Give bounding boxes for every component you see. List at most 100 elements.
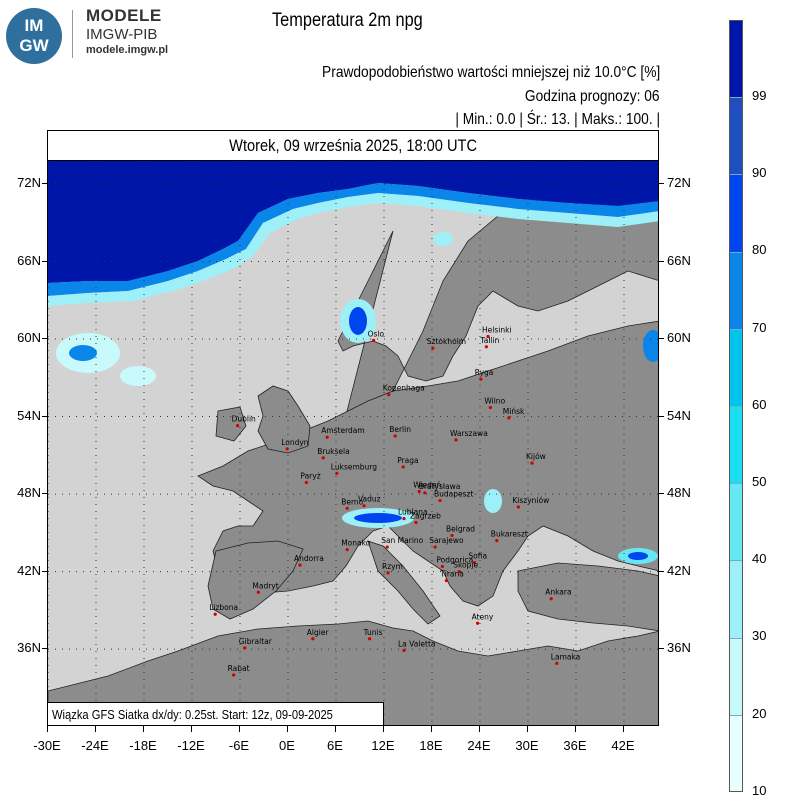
city-marker [256, 590, 260, 594]
model-info: Wiązka GFS Siatka dx/dy: 0.25st. Start: … [52, 706, 333, 722]
city-label: Podgorica [436, 555, 473, 564]
city-marker [311, 637, 315, 641]
lon-tick-mark [191, 726, 192, 732]
lon-tick-label: -6E [228, 738, 250, 753]
city-label: Skopje [453, 561, 478, 570]
city-label: Zagrzeb [410, 512, 441, 521]
lat-tick-mark [42, 648, 47, 650]
valid-date: Wtorek, 09 września 2025, 18:00 UTC [229, 135, 477, 155]
city-label: Monako [341, 539, 370, 548]
atlantic-patch-core [69, 345, 97, 361]
city-marker [213, 612, 217, 616]
city-label: Luksemburg [331, 462, 377, 471]
city-label: Amsterdam [321, 426, 365, 435]
city-marker [549, 597, 553, 601]
lon-tick-mark [479, 726, 480, 732]
city-label: Rzym [382, 562, 403, 571]
land-britain [257, 385, 311, 454]
city-label: Budapeszt [434, 490, 473, 499]
city-label: Paryż [300, 471, 320, 480]
norway-mountains-core [349, 307, 367, 335]
colorbar-segment [729, 483, 743, 561]
lon-tick-mark [575, 726, 576, 732]
arctic-edge-cyan [48, 193, 658, 306]
city-marker [479, 377, 483, 381]
lat-tick-mark [42, 338, 47, 340]
lon-tick-mark [287, 726, 288, 732]
city-label: Belgrad [446, 524, 475, 533]
city-label: Berno [341, 497, 363, 506]
lat-tick-mark [42, 570, 47, 572]
field-stats: | Min.: 0.0 | Śr.: 13. | Maks.: 100. | [455, 111, 660, 128]
city-label: Lizbona [209, 603, 238, 612]
city-label: Tallin [479, 336, 499, 345]
lon-tick-label: 0E [279, 738, 295, 753]
colorbar-label: 30 [752, 628, 767, 644]
imgw-logo [6, 8, 62, 64]
lat-tick-mark [659, 183, 664, 184]
lat-tick-mark [659, 648, 664, 650]
city-label: Tirana [439, 570, 463, 579]
lon-tick-mark [143, 726, 144, 732]
city-marker [472, 560, 476, 565]
lon-tick-label: 42E [611, 738, 635, 753]
city-marker [402, 648, 406, 653]
city-marker [516, 505, 520, 509]
city-label: Bratysława [419, 482, 461, 491]
city-marker [345, 548, 349, 552]
lat-tick-mark [42, 183, 47, 184]
caucasus-core [628, 552, 648, 560]
lat-tick-mark [659, 338, 664, 340]
city-marker [345, 506, 349, 510]
colorbar-segment [729, 406, 743, 484]
lon-tick-mark [47, 726, 48, 732]
land-iberia [207, 540, 304, 620]
city-marker [433, 545, 437, 549]
lat-tick-mark [42, 415, 47, 417]
land-africa [48, 620, 658, 725]
arctic-high-prob-area [48, 161, 658, 283]
city-marker [335, 471, 339, 476]
land-ireland [215, 406, 247, 442]
colorbar-frame [729, 20, 743, 792]
city-label: Praga [397, 456, 418, 465]
city-label: Sofia [468, 552, 487, 561]
land-layer [48, 188, 658, 725]
colorbar-label: 80 [752, 242, 767, 258]
colorbar-label: 60 [752, 396, 767, 412]
city-label: Bukareszt [491, 530, 528, 539]
brand-name: MODELE [86, 6, 162, 25]
city-marker [486, 334, 490, 339]
city-marker [386, 571, 390, 575]
city-label: Algier [307, 628, 330, 637]
colorbar-segment [729, 97, 743, 175]
city-marker [414, 520, 418, 525]
city-label: Warszawa [450, 429, 488, 438]
lat-tick-label-left: 66N [17, 252, 41, 268]
lat-tick-mark [659, 260, 664, 262]
colorbar-segment [729, 174, 743, 252]
city-marker [362, 504, 366, 508]
lon-tick-mark [431, 726, 432, 732]
city-marker [450, 533, 454, 538]
city-marker [484, 345, 488, 349]
city-label: Berlin [389, 425, 411, 434]
city-label: Kijów [526, 452, 546, 461]
lat-tick-label-left: 36N [17, 640, 41, 656]
city-label: Mińsk [503, 407, 525, 416]
city-marker [440, 564, 444, 569]
city-label: Madryt [252, 581, 278, 590]
lat-tick-label-left: 54N [17, 407, 41, 423]
lat-tick-label-right: 36N [667, 640, 691, 656]
lon-tick-mark [335, 726, 336, 732]
city-label: Rabat [228, 664, 250, 673]
city-marker [495, 538, 499, 543]
lon-tick-label: 30E [515, 738, 539, 753]
forecast-hour: Godzina prognozy: 06 [525, 88, 660, 105]
city-marker [438, 498, 442, 503]
lon-tick-label: -18E [129, 738, 157, 753]
lon-tick-label: 6E [327, 738, 343, 753]
probability-layer [48, 161, 658, 564]
lat-tick-label-right: 42N [667, 562, 691, 578]
lon-tick-label: 12E [371, 738, 395, 753]
